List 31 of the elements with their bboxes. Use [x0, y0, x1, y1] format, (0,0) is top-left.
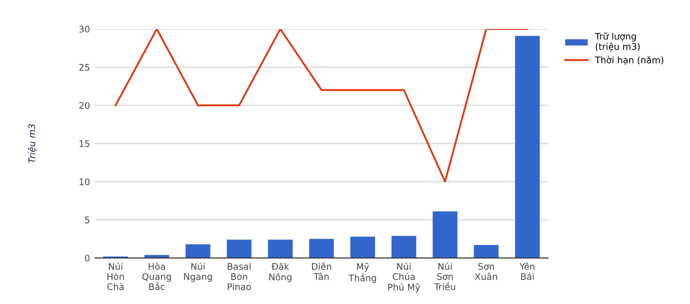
y-tick-label: 30: [79, 26, 90, 33]
x-tick-label: Diên Tân: [312, 262, 332, 280]
y-axis-title: Triệu m3: [28, 124, 37, 163]
bar: [392, 236, 416, 258]
x-tick-label: Núi Ngang: [184, 262, 212, 282]
line-series: [114, 29, 528, 183]
y-tick-label: 0: [84, 254, 90, 262]
legend-label: Trữ lượng (triệu m3): [594, 32, 640, 52]
y-tick-label: 15: [80, 140, 90, 148]
bar: [474, 245, 499, 258]
bar: [186, 244, 210, 258]
bar: [309, 238, 334, 258]
x-tick-label: Yên Bái: [520, 262, 534, 280]
bar: [268, 240, 293, 258]
bar: [432, 211, 458, 258]
bar: [515, 36, 540, 258]
y-tick-label: 5: [85, 216, 90, 224]
bar: [350, 236, 376, 258]
x-tick-label: Hòa Quang Bắc: [142, 262, 171, 290]
x-tick-label: Núi Hòn Chà: [107, 262, 124, 290]
x-tick-label: Sơn Xuân: [474, 263, 498, 280]
y-tick-label: 25: [79, 64, 90, 71]
x-tick-label: Basal Bon Pinao: [228, 262, 251, 290]
bar: [226, 240, 252, 258]
x-tick-label: Núi Sơn Triều: [434, 262, 456, 290]
y-tick-label: 20: [79, 102, 90, 109]
x-tick-label: Núi Chúa Phủ Mỹ: [388, 262, 420, 292]
legend-label: Thời hạn (năm): [594, 56, 664, 65]
x-tick-label: Mỹ Thắng: [348, 262, 376, 284]
x-tick-label: Đăk Nông: [269, 262, 292, 282]
y-tick-label: 10: [80, 178, 90, 186]
